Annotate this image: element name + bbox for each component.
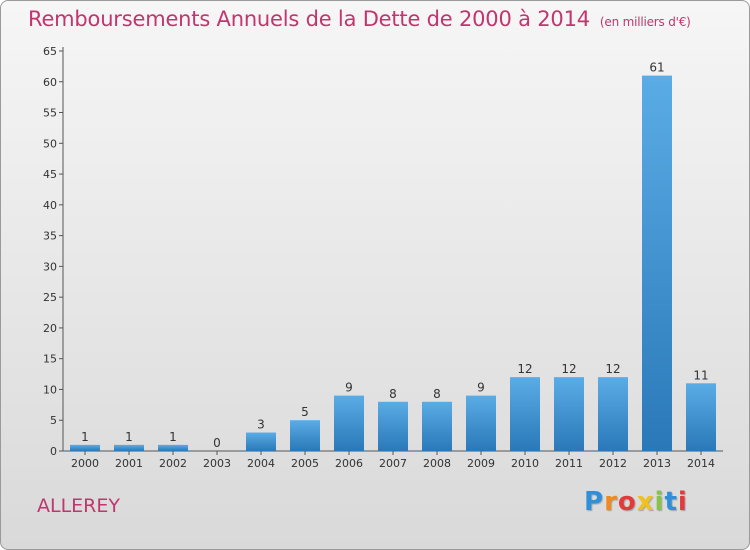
logo-letter: x: [636, 487, 655, 517]
y-tick-label: 10: [43, 383, 57, 396]
bar-value-label: 11: [693, 368, 708, 382]
bar-value-label: 8: [389, 387, 397, 401]
x-tick-label: 2002: [159, 457, 187, 470]
logo-letter: i: [677, 487, 688, 517]
chart-title-text: Remboursements Annuels de la Dette de 20…: [28, 7, 590, 31]
bar-value-label: 61: [649, 61, 664, 75]
bar-value-label: 9: [477, 381, 485, 395]
logo-letter: r: [604, 487, 618, 517]
x-tick-label: 2001: [115, 457, 143, 470]
bar: [422, 401, 452, 451]
bar: [70, 444, 100, 451]
y-tick-label: 55: [43, 107, 57, 120]
y-tick-label: 50: [43, 137, 57, 150]
bar-value-label: 12: [517, 362, 532, 376]
y-tick-label: 25: [43, 291, 57, 304]
bar-value-label: 1: [125, 430, 133, 444]
x-tick-label: 2006: [335, 457, 363, 470]
bar-value-label: 8: [433, 387, 441, 401]
x-tick-label: 2000: [71, 457, 99, 470]
bar-value-label: 9: [345, 381, 353, 395]
x-tick-label: 2013: [643, 457, 671, 470]
x-tick-label: 2008: [423, 457, 451, 470]
bar-value-label: 3: [257, 418, 265, 432]
y-tick-label: 35: [43, 230, 57, 243]
bar: [290, 420, 320, 451]
bar-value-label: 1: [81, 430, 89, 444]
bar: [466, 395, 496, 451]
x-tick-label: 2012: [599, 457, 627, 470]
bar: [686, 383, 716, 451]
bar-value-label: 5: [301, 405, 309, 419]
x-tick-label: 2010: [511, 457, 539, 470]
y-tick-label: 0: [50, 445, 57, 458]
y-tick-label: 65: [43, 45, 57, 58]
x-tick-label: 2003: [203, 457, 231, 470]
y-tick-label: 15: [43, 353, 57, 366]
x-tick-label: 2005: [291, 457, 319, 470]
bar: [510, 377, 540, 451]
chart-unit: (en milliers d'€): [599, 15, 691, 29]
logo-letter: P: [584, 487, 605, 517]
y-tick-label: 60: [43, 76, 57, 89]
bar-value-label: 0: [213, 436, 221, 450]
bar: [114, 444, 144, 451]
proxiti-logo: Proxiti: [584, 487, 688, 517]
chart-title: Remboursements Annuels de la Dette de 20…: [28, 7, 691, 31]
x-tick-label: 2004: [247, 457, 275, 470]
bar: [378, 401, 408, 451]
bar-value-label: 12: [561, 362, 576, 376]
bar: [246, 432, 276, 451]
logo-letter: i: [654, 487, 665, 517]
bar: [334, 395, 364, 451]
x-tick-label: 2009: [467, 457, 495, 470]
commune-name: ALLEREY: [37, 495, 120, 517]
logo-letter: t: [664, 487, 678, 517]
logo-letter: o: [617, 487, 637, 517]
bar-value-label: 1: [169, 430, 177, 444]
x-tick-label: 2007: [379, 457, 407, 470]
y-tick-label: 45: [43, 168, 57, 181]
bar: [598, 377, 628, 451]
bar: [554, 377, 584, 451]
bar-value-label: 12: [605, 362, 620, 376]
x-tick-label: 2011: [555, 457, 583, 470]
y-tick-label: 20: [43, 322, 57, 335]
bar: [642, 75, 672, 451]
x-tick-label: 2014: [687, 457, 715, 470]
y-tick-label: 5: [50, 414, 57, 427]
y-tick-label: 40: [43, 199, 57, 212]
y-tick-label: 30: [43, 260, 57, 273]
bar: [158, 444, 188, 451]
